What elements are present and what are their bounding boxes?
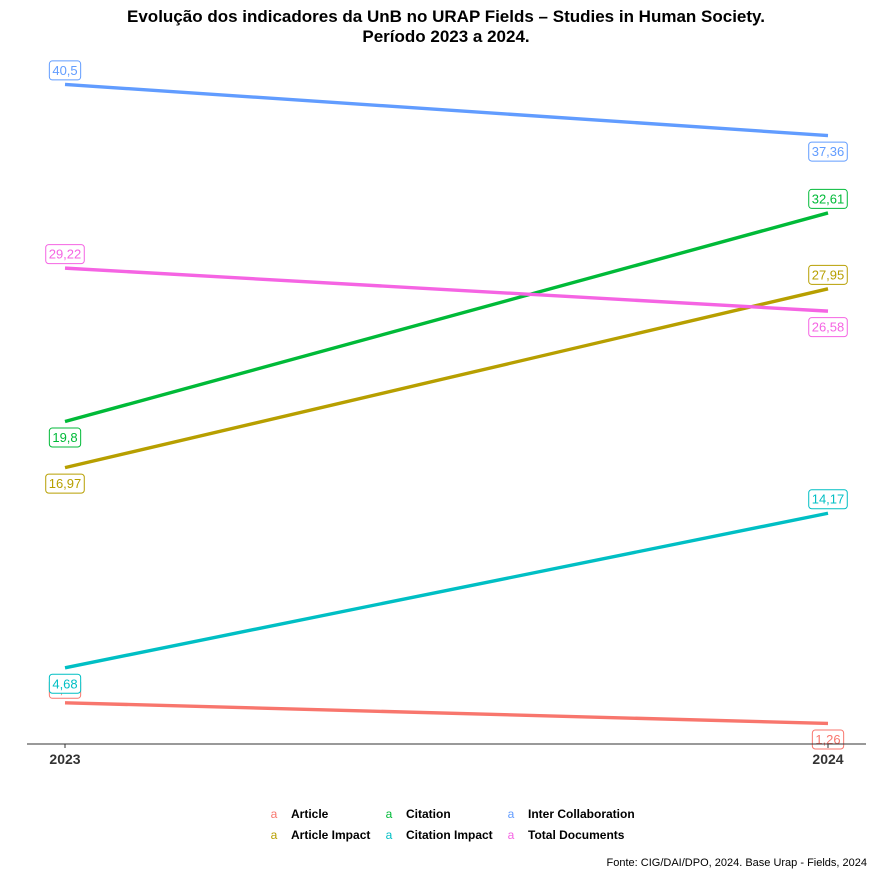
data-label-box — [45, 244, 85, 265]
series-line-citation — [64, 211, 829, 424]
data-label-citation-impact-2023: 4,68 — [48, 673, 82, 694]
data-label-total-documents-2024: 26,58 — [808, 317, 848, 338]
legend-key-citation: a — [386, 807, 393, 821]
data-label-text: 16,97 — [49, 476, 82, 491]
data-label-text: 19,8 — [52, 430, 77, 445]
data-label-text: 40,5 — [52, 63, 77, 78]
data-label-inter-collaboration-2024: 37,36 — [808, 141, 848, 162]
series-line-citation-impact — [64, 511, 829, 670]
legend-key-total-documents: a — [508, 828, 515, 842]
legend-key-article-impact: a — [271, 828, 278, 842]
data-labels: 2,531,2616,9727,9519,832,614,6814,1740,5… — [45, 60, 848, 750]
data-label-box — [808, 317, 848, 338]
legend-label-citation: Citation — [406, 807, 451, 821]
data-label-total-documents-2023: 29,22 — [45, 244, 85, 265]
legend-label-inter-collaboration: Inter Collaboration — [528, 807, 635, 821]
legend-label-article-impact: Article Impact — [291, 828, 370, 842]
x-tick-label: 2024 — [812, 751, 843, 767]
chart-title: Evolução dos indicadores da UnB no URAP … — [127, 7, 765, 26]
legend-label-citation-impact: Citation Impact — [406, 828, 493, 842]
data-label-text: 37,36 — [812, 144, 845, 159]
series-line-article-impact — [64, 287, 829, 470]
series-lines — [64, 82, 829, 726]
data-label-box — [48, 427, 82, 448]
series-line-inter-collaboration — [64, 82, 829, 138]
data-label-box — [48, 60, 82, 81]
data-label-citation-2023: 19,8 — [48, 427, 82, 448]
legend: a Article a Article Impact a Citation a Citatio… — [271, 807, 635, 842]
series-line-total-documents — [64, 266, 829, 313]
data-label-text: 29,22 — [49, 247, 82, 262]
legend-label-total-documents: Total Documents — [528, 828, 625, 842]
legend-key-article: a — [271, 807, 278, 821]
caption: Fonte: CIG/DAI/DPO, 2024. Base Urap - Fi… — [607, 857, 867, 869]
data-label-inter-collaboration-2023: 40,5 — [48, 60, 82, 81]
data-label-box — [808, 188, 848, 209]
data-label-text: 27,95 — [812, 267, 845, 282]
data-label-box — [48, 673, 82, 694]
data-label-article-impact-2023: 16,97 — [45, 473, 85, 494]
legend-label-article: Article — [291, 807, 329, 821]
data-label-text: 1,26 — [815, 732, 840, 747]
data-label-text: 14,17 — [812, 492, 845, 507]
data-label-article-impact-2024: 27,95 — [808, 264, 848, 285]
data-label-box — [808, 141, 848, 162]
data-label-citation-impact-2024: 14,17 — [808, 489, 848, 510]
series-line-article — [64, 701, 829, 726]
data-label-box — [45, 473, 85, 494]
data-label-citation-2024: 32,61 — [808, 188, 848, 209]
data-label-text: 4,68 — [52, 676, 77, 691]
x-tick-label: 2023 — [49, 751, 80, 767]
data-label-text: 32,61 — [812, 191, 845, 206]
data-label-box — [808, 264, 848, 285]
chart-subtitle: Período 2023 a 2024. — [362, 27, 529, 46]
data-label-box — [808, 489, 848, 510]
legend-key-citation-impact: a — [386, 828, 393, 842]
legend-key-inter-collaboration: a — [508, 807, 515, 821]
data-label-text: 26,58 — [812, 320, 845, 335]
